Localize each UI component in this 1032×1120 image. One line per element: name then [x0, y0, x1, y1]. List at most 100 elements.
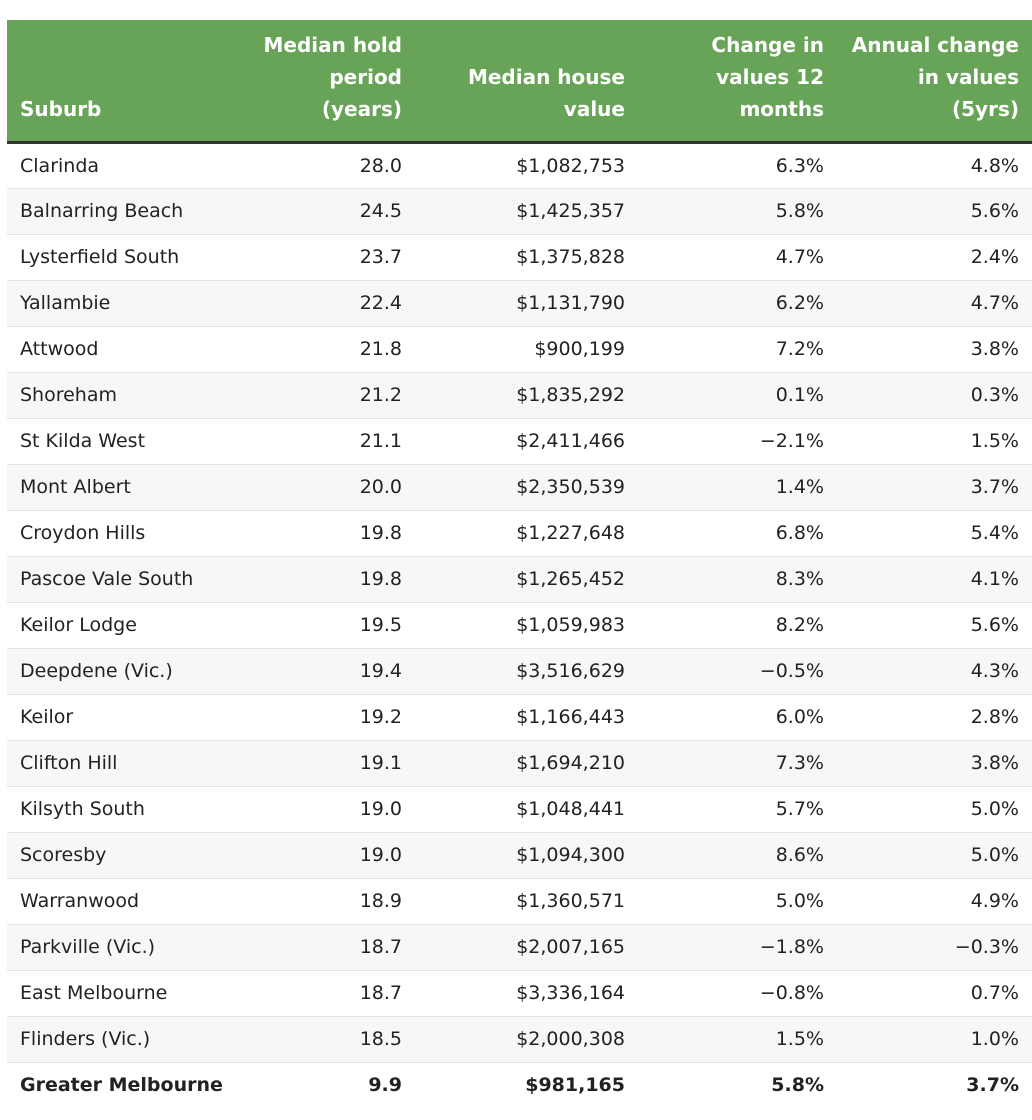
suburb-cell: Shoreham [7, 372, 246, 419]
annual-change-5yrs-cell: 3.8% [837, 326, 1032, 373]
table-row: East Melbourne 18.7 $3,336,164 −0.8% 0.7% [7, 970, 1032, 1017]
annual-change-5yrs-cell: 5.0% [837, 786, 1032, 833]
house-value-cell: $3,336,164 [415, 970, 638, 1017]
annual-change-5yrs-cell: 5.4% [837, 510, 1032, 557]
column-header-suburb[interactable]: Suburb [7, 20, 246, 144]
change-12-months-cell: 8.3% [638, 556, 837, 603]
annual-change-5yrs-cell: 5.6% [837, 188, 1032, 235]
table-row: Croydon Hills 19.8 $1,227,648 6.8% 5.4% [7, 510, 1032, 557]
suburb-cell: Scoresby [7, 832, 246, 879]
change-12-months-cell: −1.8% [638, 924, 837, 971]
suburb-cell: Clarinda [7, 142, 246, 189]
change-12-months-cell: 6.2% [638, 280, 837, 327]
change-12-months-cell: 7.3% [638, 740, 837, 787]
hold-period-cell: 19.8 [246, 510, 415, 557]
annual-change-5yrs-cell: 4.8% [837, 142, 1032, 189]
change-12-months-cell: 5.0% [638, 878, 837, 925]
annual-change-5yrs-cell: 0.3% [837, 372, 1032, 419]
table-row: Attwood 21.8 $900,199 7.2% 3.8% [7, 326, 1032, 373]
hold-period-cell: 18.5 [246, 1016, 415, 1063]
table-row: Pascoe Vale South 19.8 $1,265,452 8.3% 4.1% [7, 556, 1032, 603]
house-value-cell: $1,265,452 [415, 556, 638, 603]
change-12-months-cell: 8.2% [638, 602, 837, 649]
hold-period-cell: 19.0 [246, 786, 415, 833]
house-value-cell: $2,000,308 [415, 1016, 638, 1063]
hold-period-cell: 19.2 [246, 694, 415, 741]
house-value-cell: $1,082,753 [415, 142, 638, 189]
data-table-container: Suburb Median hold period (years) Median… [7, 20, 1032, 1108]
house-value-cell: $1,059,983 [415, 602, 638, 649]
column-header-median-house-value[interactable]: Median house value [415, 20, 638, 144]
suburb-cell: Flinders (Vic.) [7, 1016, 246, 1063]
table-header: Suburb Median hold period (years) Median… [7, 20, 1032, 144]
change-12-months-cell: 5.7% [638, 786, 837, 833]
suburb-cell: Kilsyth South [7, 786, 246, 833]
house-value-cell: $1,131,790 [415, 280, 638, 327]
suburb-cell: Balnarring Beach [7, 188, 246, 235]
change-12-months-cell: 8.6% [638, 832, 837, 879]
annual-change-5yrs-cell: 4.7% [837, 280, 1032, 327]
hold-period-cell: 21.2 [246, 372, 415, 419]
change-12-months-cell: 1.5% [638, 1016, 837, 1063]
suburb-cell: Attwood [7, 326, 246, 373]
table-row: Clarinda 28.0 $1,082,753 6.3% 4.8% [7, 142, 1032, 189]
hold-period-cell: 21.8 [246, 326, 415, 373]
suburb-cell: Mont Albert [7, 464, 246, 511]
hold-period-cell: 19.5 [246, 602, 415, 649]
table-row: Clifton Hill 19.1 $1,694,210 7.3% 3.8% [7, 740, 1032, 787]
column-header-annual-change-5yrs[interactable]: Annual change in values (5yrs) [837, 20, 1032, 144]
hold-period-cell: 19.4 [246, 648, 415, 695]
suburb-cell: Greater Melbourne [7, 1062, 246, 1108]
change-12-months-cell: 6.3% [638, 142, 837, 189]
suburb-cell: Clifton Hill [7, 740, 246, 787]
suburb-cell: Keilor Lodge [7, 602, 246, 649]
suburb-cell: Warranwood [7, 878, 246, 925]
change-12-months-cell: −0.8% [638, 970, 837, 1017]
change-12-months-cell: 5.8% [638, 1062, 837, 1108]
suburb-cell: Pascoe Vale South [7, 556, 246, 603]
suburb-cell: Lysterfield South [7, 234, 246, 281]
house-value-cell: $2,350,539 [415, 464, 638, 511]
house-value-cell: $1,048,441 [415, 786, 638, 833]
house-value-cell: $2,007,165 [415, 924, 638, 971]
hold-period-cell: 19.1 [246, 740, 415, 787]
table-row: Keilor Lodge 19.5 $1,059,983 8.2% 5.6% [7, 602, 1032, 649]
house-value-cell: $1,094,300 [415, 832, 638, 879]
table-row: Deepdene (Vic.) 19.4 $3,516,629 −0.5% 4.3% [7, 648, 1032, 695]
change-12-months-cell: 4.7% [638, 234, 837, 281]
suburb-cell: St Kilda West [7, 418, 246, 465]
suburb-cell: Croydon Hills [7, 510, 246, 557]
house-value-cell: $900,199 [415, 326, 638, 373]
column-header-change-12-months[interactable]: Change in values 12 months [638, 20, 837, 144]
table-body: Clarinda 28.0 $1,082,753 6.3% 4.8% Balnarring… [7, 142, 1032, 1108]
hold-period-cell: 20.0 [246, 464, 415, 511]
annual-change-5yrs-cell: 5.6% [837, 602, 1032, 649]
suburb-cell: Yallambie [7, 280, 246, 327]
hold-period-cell: 18.7 [246, 970, 415, 1017]
hold-period-cell: 9.9 [246, 1062, 415, 1108]
annual-change-5yrs-cell: 4.9% [837, 878, 1032, 925]
annual-change-5yrs-cell: 5.0% [837, 832, 1032, 879]
table-row: Scoresby 19.0 $1,094,300 8.6% 5.0% [7, 832, 1032, 879]
change-12-months-cell: 6.8% [638, 510, 837, 557]
hold-period-cell: 18.9 [246, 878, 415, 925]
change-12-months-cell: 5.8% [638, 188, 837, 235]
table-row: Warranwood 18.9 $1,360,571 5.0% 4.9% [7, 878, 1032, 925]
annual-change-5yrs-cell: 3.7% [837, 1062, 1032, 1108]
annual-change-5yrs-cell: 1.5% [837, 418, 1032, 465]
annual-change-5yrs-cell: 2.8% [837, 694, 1032, 741]
annual-change-5yrs-cell: 1.0% [837, 1016, 1032, 1063]
suburb-cell: Deepdene (Vic.) [7, 648, 246, 695]
table-row: Yallambie 22.4 $1,131,790 6.2% 4.7% [7, 280, 1032, 327]
hold-period-cell: 21.1 [246, 418, 415, 465]
annual-change-5yrs-cell: 3.8% [837, 740, 1032, 787]
house-value-cell: $2,411,466 [415, 418, 638, 465]
hold-period-cell: 19.0 [246, 832, 415, 879]
table-row: St Kilda West 21.1 $2,411,466 −2.1% 1.5% [7, 418, 1032, 465]
suburb-cell: Keilor [7, 694, 246, 741]
column-header-median-hold-period[interactable]: Median hold period (years) [246, 20, 415, 144]
change-12-months-cell: −2.1% [638, 418, 837, 465]
house-value-cell: $1,227,648 [415, 510, 638, 557]
change-12-months-cell: 6.0% [638, 694, 837, 741]
suburb-cell: Parkville (Vic.) [7, 924, 246, 971]
